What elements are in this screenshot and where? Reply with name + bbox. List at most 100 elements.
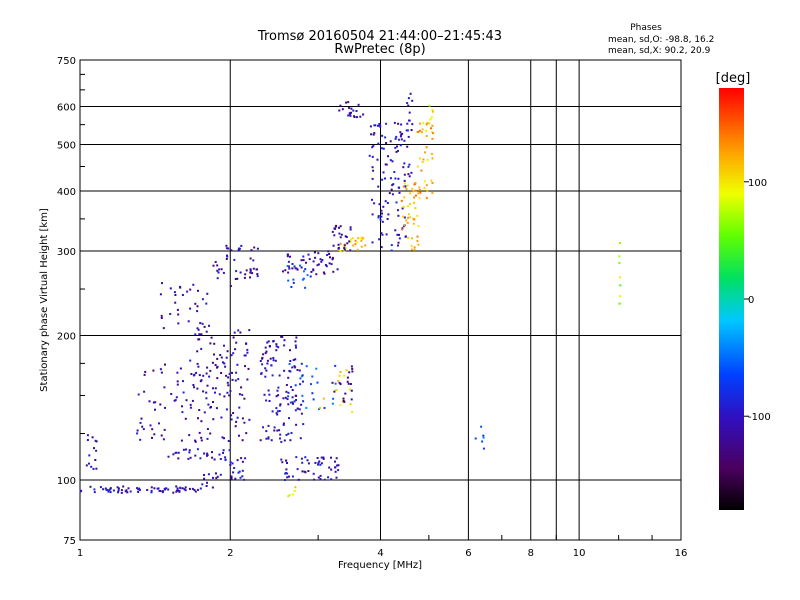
data-point bbox=[159, 293, 162, 296]
data-point bbox=[266, 341, 269, 344]
data-point bbox=[210, 406, 212, 408]
data-point bbox=[238, 470, 241, 473]
data-point bbox=[209, 369, 212, 372]
data-point bbox=[224, 458, 227, 461]
data-point bbox=[425, 129, 428, 132]
data-point bbox=[618, 262, 621, 264]
data-point bbox=[407, 236, 410, 239]
data-point bbox=[341, 108, 344, 111]
data-point bbox=[194, 454, 197, 457]
data-point bbox=[421, 161, 424, 164]
data-point bbox=[89, 485, 92, 488]
data-point bbox=[276, 410, 279, 413]
data-point bbox=[203, 474, 205, 476]
data-point bbox=[214, 364, 217, 366]
data-point bbox=[104, 487, 107, 490]
data-point bbox=[346, 376, 349, 379]
data-point bbox=[347, 101, 350, 104]
data-point bbox=[402, 166, 405, 169]
data-point bbox=[265, 437, 268, 440]
data-point bbox=[421, 128, 424, 131]
data-point bbox=[224, 456, 227, 459]
data-point bbox=[200, 347, 203, 350]
x-tick-label: 2 bbox=[227, 548, 233, 559]
data-point bbox=[301, 394, 304, 397]
data-point bbox=[214, 261, 217, 263]
data-point bbox=[194, 302, 197, 305]
data-point bbox=[79, 490, 82, 493]
data-point bbox=[409, 203, 411, 206]
data-point bbox=[163, 386, 166, 389]
data-point bbox=[381, 134, 384, 137]
data-point bbox=[319, 474, 322, 477]
data-point bbox=[398, 186, 401, 189]
phases-line-x: mean, sd,X: 90.2, 20.9 bbox=[608, 46, 711, 56]
data-point bbox=[393, 121, 396, 124]
data-point bbox=[318, 408, 321, 411]
data-point bbox=[267, 424, 270, 427]
data-point bbox=[212, 264, 215, 267]
data-point bbox=[403, 224, 406, 227]
data-point bbox=[327, 476, 330, 479]
data-point bbox=[220, 268, 223, 271]
data-point bbox=[102, 488, 105, 491]
data-point bbox=[236, 363, 239, 366]
data-point bbox=[277, 394, 280, 397]
data-point bbox=[248, 329, 251, 332]
data-point bbox=[287, 432, 290, 435]
data-point bbox=[296, 407, 299, 410]
data-point bbox=[346, 380, 349, 383]
data-point bbox=[372, 169, 375, 172]
data-point bbox=[406, 122, 409, 125]
data-point bbox=[289, 439, 292, 442]
data-point bbox=[282, 423, 285, 426]
data-point bbox=[285, 434, 288, 436]
data-point bbox=[230, 249, 233, 252]
data-point bbox=[428, 104, 431, 107]
data-point bbox=[323, 272, 326, 275]
data-point bbox=[280, 458, 283, 461]
data-point bbox=[416, 214, 419, 217]
data-point bbox=[241, 393, 244, 396]
data-point bbox=[409, 216, 412, 219]
data-point bbox=[177, 322, 180, 325]
data-point bbox=[142, 428, 145, 431]
data-point bbox=[339, 250, 342, 252]
data-point bbox=[216, 277, 219, 280]
data-point bbox=[388, 192, 391, 195]
data-point bbox=[136, 432, 139, 435]
data-point bbox=[356, 116, 358, 119]
data-point bbox=[331, 402, 334, 405]
data-point bbox=[225, 258, 228, 260]
data-point bbox=[196, 362, 199, 365]
data-point bbox=[92, 467, 95, 470]
data-point bbox=[206, 452, 209, 455]
data-point bbox=[287, 260, 290, 263]
data-point bbox=[380, 232, 383, 235]
data-point bbox=[268, 400, 271, 402]
data-point bbox=[392, 183, 395, 186]
data-point bbox=[295, 267, 298, 270]
data-point bbox=[391, 193, 394, 196]
data-point bbox=[406, 221, 409, 224]
data-point bbox=[345, 236, 348, 238]
data-point bbox=[136, 429, 139, 432]
data-point bbox=[317, 263, 320, 266]
data-point bbox=[206, 481, 208, 484]
data-point bbox=[256, 247, 259, 250]
data-point bbox=[320, 462, 323, 465]
data-point bbox=[154, 401, 157, 404]
chart-title: Tromsø 20160504 21:44:00–21:45:43 bbox=[257, 29, 502, 44]
data-point bbox=[189, 288, 192, 291]
data-point bbox=[203, 452, 206, 455]
data-point bbox=[268, 345, 271, 347]
data-point bbox=[264, 375, 267, 378]
data-point bbox=[174, 301, 177, 304]
data-point bbox=[197, 488, 199, 491]
data-point bbox=[420, 169, 423, 172]
data-point bbox=[174, 399, 177, 402]
data-point bbox=[243, 478, 246, 481]
data-point bbox=[319, 258, 322, 261]
data-point bbox=[228, 394, 231, 397]
data-point bbox=[373, 132, 376, 135]
